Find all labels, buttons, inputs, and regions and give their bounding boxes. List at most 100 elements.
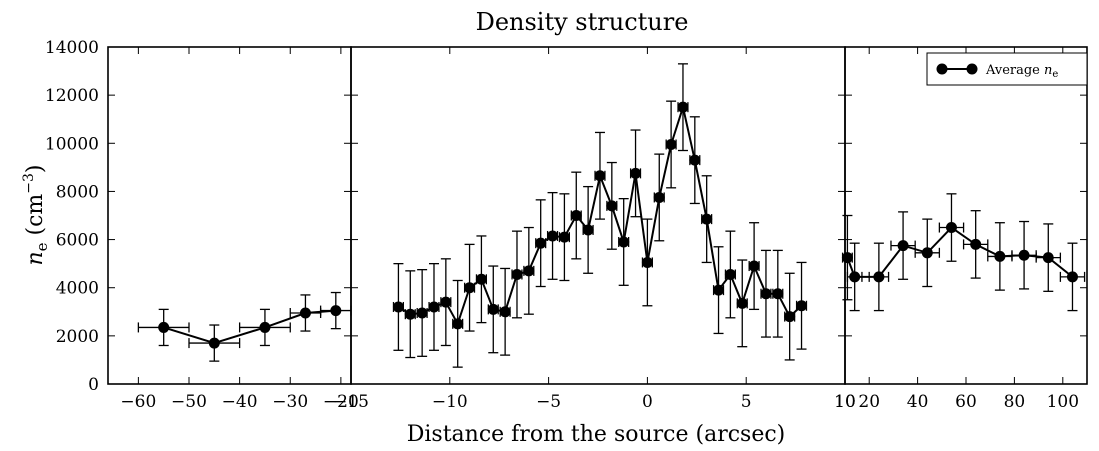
- data-point: [962, 210, 989, 279]
- data-point: [594, 131, 606, 220]
- data-point: [606, 161, 618, 250]
- data-marker: [760, 288, 772, 300]
- y-axis: 0 2000 4000 6000 8000 10000 12000 14000: [45, 38, 99, 395]
- data-point: [535, 199, 547, 288]
- legend-label-subscript: e: [1052, 69, 1058, 80]
- data-marker: [440, 296, 452, 308]
- y-axis-label-unit-superscript: −3: [21, 173, 37, 194]
- data-point: [772, 249, 784, 338]
- data-marker: [330, 305, 342, 317]
- data-marker: [849, 271, 861, 283]
- y-tick-label: 6000: [56, 231, 99, 251]
- data-marker: [677, 101, 689, 113]
- data-point: [890, 211, 916, 280]
- data-point: [523, 226, 535, 315]
- x-tick-label: −20: [323, 392, 359, 412]
- data-point: [1011, 220, 1037, 290]
- x-tick-label: 40: [907, 392, 929, 412]
- data-point: [846, 242, 863, 312]
- data-marker: [921, 247, 933, 259]
- y-tick-label: 8000: [56, 182, 99, 202]
- x-axis-label: Distance from the source (arcsec): [407, 422, 786, 447]
- data-point: [558, 193, 570, 282]
- panel-2: −15 −10 −5 0 5 10: [333, 46, 856, 412]
- x-tick-label: 20: [858, 392, 880, 412]
- legend-label: Average ne: [985, 63, 1058, 80]
- data-point: [641, 218, 653, 307]
- data-marker: [796, 300, 808, 312]
- y-tick-label: 14000: [45, 38, 99, 58]
- data-point: [511, 230, 523, 319]
- data-marker: [701, 213, 713, 225]
- x-tick-label: 80: [1004, 392, 1026, 412]
- data-point: [689, 116, 701, 205]
- data-marker: [487, 303, 499, 315]
- x-tick-label: 100: [1047, 392, 1079, 412]
- data-point: [452, 279, 464, 368]
- data-marker: [558, 231, 570, 243]
- data-point: [188, 324, 241, 362]
- data-point: [629, 129, 642, 218]
- panel-frame: [844, 46, 1088, 385]
- x-tick-label: −30: [272, 392, 308, 412]
- legend-label-text: Average: [985, 63, 1044, 78]
- data-point: [428, 262, 440, 351]
- data-point: [463, 243, 476, 332]
- data-point: [724, 230, 736, 319]
- data-marker: [689, 154, 701, 166]
- data-point: [1059, 242, 1086, 312]
- data-point: [404, 270, 416, 359]
- y-tick-label: 0: [88, 375, 99, 395]
- x-tick-label: 10: [834, 392, 856, 412]
- data-marker: [897, 240, 909, 252]
- data-marker: [570, 210, 582, 221]
- data-point: [914, 218, 941, 288]
- data-point: [487, 265, 499, 354]
- data-point: [748, 222, 760, 311]
- y-axis-label-symbol: n: [23, 251, 48, 265]
- data-marker: [594, 170, 606, 182]
- data-point: [784, 272, 796, 361]
- x-tick-label: 10: [834, 392, 856, 412]
- data-marker: [499, 306, 511, 318]
- data-marker: [653, 191, 665, 203]
- panel-frame: [350, 46, 846, 385]
- legend-marker-right: [966, 63, 978, 75]
- panel-frame: [107, 46, 352, 385]
- data-marker: [665, 138, 677, 150]
- data-marker: [841, 252, 853, 264]
- data-marker: [158, 321, 170, 333]
- legend-label-symbol: n: [1044, 63, 1052, 78]
- data-point: [653, 153, 665, 242]
- data-point: [868, 242, 890, 312]
- data-point: [570, 171, 582, 260]
- x-tick-label: 0: [642, 392, 653, 412]
- data-marker: [606, 200, 618, 212]
- data-point: [440, 258, 452, 347]
- legend-marker-left: [936, 63, 948, 75]
- data-marker: [404, 308, 416, 320]
- data-point: [1035, 223, 1062, 292]
- y-tick-label: 4000: [56, 279, 99, 299]
- data-point: [795, 261, 808, 350]
- data-marker: [535, 237, 547, 249]
- data-point: [938, 193, 965, 262]
- data-marker: [299, 307, 311, 319]
- x-tick-label: −60: [120, 392, 156, 412]
- data-marker: [547, 230, 559, 242]
- data-marker: [208, 337, 220, 349]
- data-point: [841, 214, 853, 301]
- data-marker: [259, 321, 271, 333]
- panel-3: 10 20 40 60 80 100: [834, 46, 1088, 412]
- x-tick-label: 5: [741, 392, 752, 412]
- data-marker: [641, 256, 653, 268]
- data-point: [701, 175, 713, 264]
- data-marker: [772, 288, 784, 300]
- x-tick-label: −40: [222, 392, 258, 412]
- data-point: [736, 259, 748, 348]
- data-marker: [452, 318, 464, 330]
- data-marker: [416, 307, 428, 319]
- data-point: [392, 262, 405, 351]
- data-point: [546, 191, 559, 280]
